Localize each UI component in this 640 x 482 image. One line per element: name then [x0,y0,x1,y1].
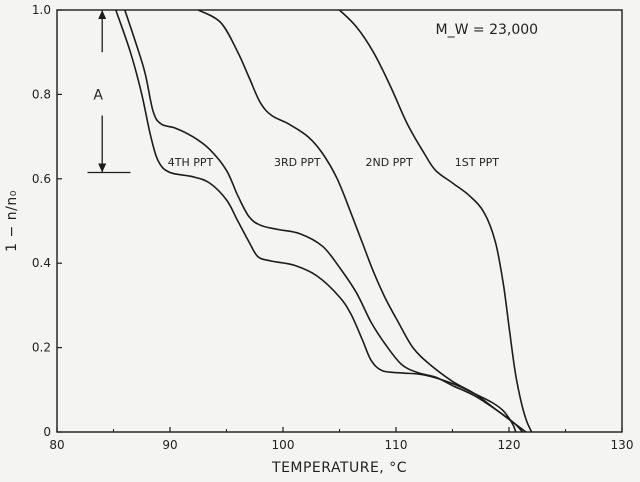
series-line-4 [338,9,533,433]
mw-annotation: M_W = 23,000 [436,22,539,38]
x-tick-label: 90 [162,438,177,452]
a-arrowhead-bottom [98,163,107,173]
series-label-2: 3RD PPT [274,156,321,169]
y-tick-label: 1.0 [32,3,51,17]
x-tick-label: 110 [385,438,408,452]
series-line-3 [197,9,527,433]
axes: 80 90 100 110 120 130 0 0.2 0.4 0.6 0.8 1.0 [32,3,634,452]
curve-labels: 4TH PPT 3RD PPT 2ND PPT 1ST PPT [168,156,499,169]
y-tick-label: 0.2 [32,341,51,355]
series-label-3: 2ND PPT [365,156,412,169]
x-tick-label: 130 [611,438,634,452]
series-label-1: 4TH PPT [168,156,214,169]
x-axis-title: TEMPERATURE, °C [271,460,407,476]
x-tick-label: 80 [49,438,64,452]
y-axis-title: 1 − n/n₀ [4,190,20,252]
y-tick-label: 0.8 [32,87,51,101]
a-label: A [93,87,103,103]
y-tick-label: 0.6 [32,172,51,186]
plot-frame [56,9,623,433]
a-arrowhead-top [98,10,107,19]
x-tick-label: 100 [272,438,295,452]
y-tick-label: 0 [43,425,51,439]
series-label-4: 1ST PPT [455,156,499,169]
x-tick-label: 120 [498,438,521,452]
curves [115,9,533,433]
series-line-2 [124,9,524,433]
y-tick-label: 0.4 [32,256,51,270]
annotations: M_W = 23,000 A [87,10,539,174]
series-line-1 [115,9,517,433]
